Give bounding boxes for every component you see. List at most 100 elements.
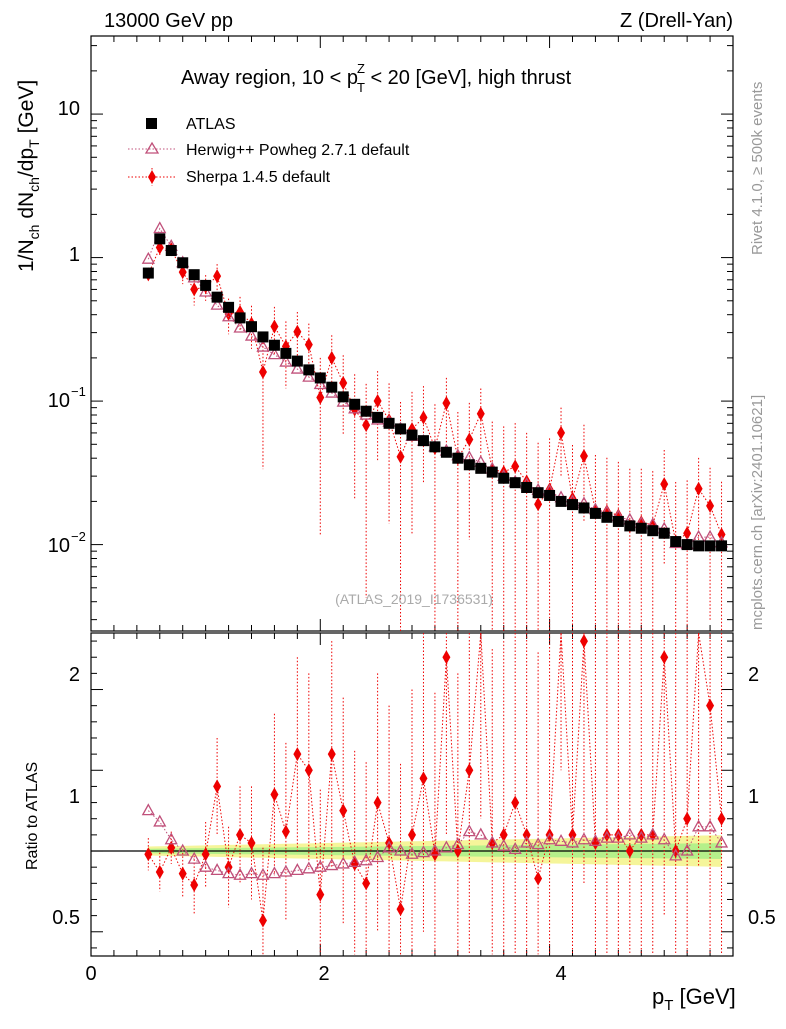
sherpa-point: [476, 406, 485, 421]
x-axis-label: pT [GeV]: [652, 984, 736, 1014]
atlas-point: [624, 520, 636, 532]
atlas-point: [693, 540, 705, 552]
ratio-y-tick-2-right: 2: [748, 664, 759, 686]
herwig-ratio-point: [290, 863, 304, 876]
x-tick-label-0: 0: [85, 963, 96, 985]
sherpa-point: [465, 432, 474, 447]
ratio-y-tick-1: 1: [69, 786, 80, 808]
sherpa-ratio-point: [614, 827, 623, 842]
sherpa-point: [190, 282, 199, 297]
herwig-ratio-point: [187, 851, 201, 864]
atlas-point: [291, 355, 303, 367]
herwig-ratio-point: [302, 861, 316, 874]
plot-title: Away region, 10 < pZ T < 20 [GeV], high t…: [181, 61, 572, 95]
atlas-point: [280, 347, 292, 359]
sherpa-ratio-point: [190, 877, 199, 892]
atlas-point: [647, 525, 659, 537]
herwig-ratio-point: [451, 837, 465, 850]
atlas-point: [188, 269, 200, 281]
y-tick-label-10: 10: [58, 98, 80, 120]
atlas-point: [372, 411, 384, 423]
herwig-ratio-point: [221, 866, 236, 879]
atlas-point: [658, 527, 670, 539]
atlas-point: [567, 499, 578, 511]
herwig-ratio-point: [508, 842, 522, 855]
legend-atlas-marker: [146, 118, 157, 129]
herwig-ratio-point: [462, 824, 476, 837]
atlas-point: [716, 540, 728, 552]
sherpa-point: [339, 375, 348, 390]
sherpa-point: [373, 394, 382, 409]
atlas-point: [142, 267, 154, 279]
legend-sherpa-label: Sherpa 1.4.5 default: [186, 169, 331, 186]
herwig-ratio-point: [336, 856, 350, 869]
herwig-point: [244, 328, 259, 341]
atlas-point: [154, 233, 166, 245]
atlas-point: [463, 459, 475, 471]
atlas-point: [257, 331, 269, 343]
sherpa-point: [694, 481, 703, 496]
atlas-point: [589, 507, 601, 519]
atlas-point: [383, 417, 395, 429]
herwig-point: [153, 221, 167, 234]
atlas-point: [314, 372, 326, 384]
herwig-ratio-point: [428, 843, 442, 856]
herwig-point: [199, 284, 213, 297]
sherpa-ratio-point: [430, 847, 439, 862]
herwig-ratio-point: [153, 814, 167, 827]
sherpa-point: [534, 497, 543, 512]
atlas-point: [234, 312, 246, 324]
sherpa-ratio-point: [408, 827, 416, 842]
herwig-ratio-point: [600, 830, 614, 843]
atlas-point: [268, 339, 280, 351]
sherpa-ratio-point: [706, 698, 715, 713]
sherpa-ratio-point: [522, 827, 531, 842]
analysis-label: (ATLAS_2019_I1736531): [335, 591, 493, 607]
herwig-point: [290, 361, 304, 374]
atlas-point: [406, 429, 418, 441]
herwig-ratio-point: [382, 840, 396, 853]
herwig-ratio-point: [393, 843, 408, 856]
sherpa-ratio-point: [373, 795, 382, 810]
sherpa-ratio-point: [236, 827, 245, 842]
sherpa-point: [178, 265, 187, 280]
herwig-point: [703, 529, 717, 542]
atlas-point: [578, 502, 590, 514]
sherpa-ratio-point: [155, 865, 164, 880]
rivet-label: Rivet 4.1.0, ≥ 500k events: [749, 82, 766, 255]
atlas-point: [303, 364, 315, 376]
herwig-point: [279, 354, 293, 367]
sherpa-point: [316, 390, 325, 405]
atlas-point: [704, 540, 716, 552]
sherpa-ratio-point: [213, 779, 222, 794]
herwig-ratio-point: [371, 850, 385, 863]
herwig-ratio-point: [267, 866, 282, 879]
y-tick-label-0p1: 10: [48, 390, 70, 412]
herwig-ratio-point: [210, 863, 224, 876]
sherpa-point: [419, 410, 428, 425]
herwig-ratio-point: [405, 846, 419, 859]
herwig-ratio-point: [565, 835, 580, 848]
sherpa-ratio-point: [579, 634, 588, 649]
sherpa-ratio-point: [178, 866, 187, 881]
atlas-point: [417, 435, 429, 447]
sherpa-ratio-point: [396, 902, 405, 917]
herwig-ratio-point: [588, 833, 603, 846]
herwig-ratio-point: [474, 827, 488, 840]
sherpa-point: [557, 425, 566, 440]
ratio-y-tick-0p5: 0.5: [52, 907, 80, 929]
sherpa-ratio-point: [316, 887, 325, 902]
herwig-point: [302, 369, 316, 382]
herwig-ratio-point: [646, 827, 660, 840]
herwig-ratio-point: [199, 859, 213, 872]
herwig-ratio-point: [623, 827, 637, 840]
mcplots-label: mcplots.cern.ch [arXiv:2401.10621]: [749, 395, 766, 630]
atlas-point: [349, 398, 361, 410]
sherpa-point: [660, 477, 669, 492]
energy-label: 13000 GeV pp: [104, 10, 233, 32]
herwig-ratio-point: [485, 835, 499, 848]
y-tick-label-0p01: 10: [48, 535, 70, 557]
sherpa-ratio-point: [602, 827, 611, 842]
sherpa-point: [511, 459, 520, 474]
